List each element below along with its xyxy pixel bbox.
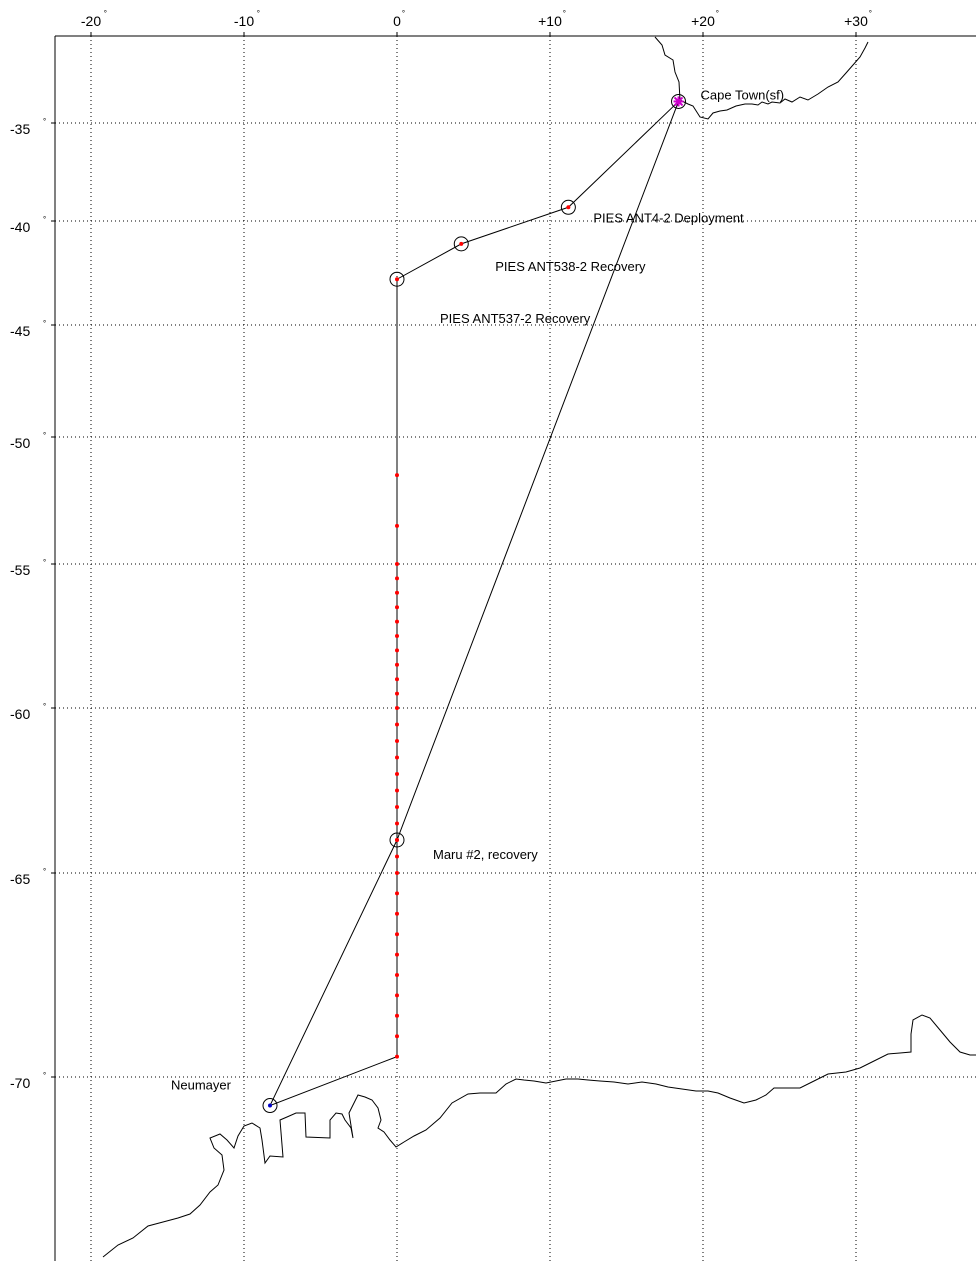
station-ring [453,236,469,252]
station-marker[interactable] [389,832,405,848]
degree-symbol: ° [716,9,719,18]
lon-tick-label: -20 [81,13,101,29]
axis-layer: -20 ° -10 ° 0 ° +10 ° +20 ° +30 °-35 °-40 °-45 °-50 °-5… [10,9,976,1261]
station-dot [566,205,571,210]
lat-tick-label: -60 [10,706,30,722]
lat-tick-label: -45 [10,323,30,339]
lat-tick-label: -50 [10,435,30,451]
station-label: PIES ANT538-2 Recovery [495,259,646,274]
ctd-station-dot [395,1013,399,1018]
degree-symbol: ° [43,117,46,126]
degree-symbol: ° [43,558,46,567]
station-ring [389,271,405,287]
lat-tick-label: -40 [10,219,30,235]
station-marker[interactable] [389,271,405,287]
lat-tick-label: -70 [10,1075,30,1091]
ctd-station-dot [395,891,399,896]
station-marker[interactable] [262,1098,278,1114]
ctd-station-dot [395,662,399,667]
degree-symbol: ° [43,319,46,328]
station-ring [389,832,405,848]
cruise-route [269,101,679,1107]
lat-tick-label: -55 [10,562,30,578]
ctd-station-dot [395,634,399,638]
degree-symbol: ° [43,431,46,440]
lon-tick-label: 0 [393,13,401,29]
ctd-station-dot [395,1054,399,1059]
degree-symbol: ° [43,215,46,224]
ctd-station-dot [395,755,399,760]
ctd-station-dot [395,993,399,998]
ctd-station-dot [395,854,399,859]
start-star-icon [673,96,684,107]
ctd-station-dot [395,821,399,826]
station-ring [262,1098,278,1114]
degree-symbol: ° [563,9,566,18]
lon-tick-label: -10 [234,13,254,29]
africa-coastline [654,36,869,120]
ctd-station-dot [395,871,399,875]
antarctica-coastline [102,1014,976,1258]
ctd-station-dot [395,576,399,581]
ctd-station-dot [395,605,399,610]
station-label: Cape Town(sf) [701,87,785,102]
station-label: PIES ANT4-2 Deployment [593,210,744,225]
ctd-station-dot [395,739,399,743]
coastline-layer [102,36,976,1258]
lon-tick-label: +20 [691,13,715,29]
station-label: Maru #2, recovery [433,847,538,862]
lat-tick-label: -35 [10,121,30,137]
ctd-station-dot [395,932,399,937]
lon-tick-label: +30 [844,13,868,29]
ctd-station-dot [395,772,399,776]
station-dot [395,277,399,282]
ctd-station-dot [395,973,399,977]
station-marker[interactable] [560,199,576,215]
route-layer [269,101,679,1107]
station-ring [560,199,576,215]
degree-symbol: ° [43,867,46,876]
station-marker[interactable] [453,236,469,252]
ctd-station-dot [395,691,399,696]
degree-symbol: ° [257,9,260,18]
station-dot [459,241,464,246]
station-marker[interactable] [671,93,687,109]
degree-symbol: ° [104,9,107,18]
ctd-station-dot [395,805,399,809]
lon-tick-label: +10 [538,13,562,29]
ctd-station-dot [395,911,399,916]
degree-symbol: ° [869,9,872,18]
degree-symbol: ° [402,9,405,18]
ctd-station-dot [395,788,399,793]
ctd-station-dot [395,619,399,624]
degree-symbol: ° [43,702,46,711]
ctd-station-dot [395,722,399,727]
ctd-station-dot [395,952,399,957]
ctd-station-dot [395,677,399,682]
ctd-station-dot [395,1034,399,1039]
grid-layer [55,36,976,1261]
stations-layer: Cape Town(sf) PIES ANT4-2 Deployment PIES … [171,87,785,1114]
ctd-station-dot [395,590,399,595]
station-dot [395,838,399,842]
ctd-station-dot [395,706,399,710]
ctd-stations-layer [395,473,399,1059]
lat-tick-label: -65 [10,871,30,887]
station-label: PIES ANT537-2 Recovery [440,311,591,326]
degree-symbol: ° [43,1071,46,1080]
station-label: Neumayer [171,1078,232,1093]
station-dot [268,1103,273,1108]
ctd-station-dot [395,473,399,478]
ctd-station-dot [395,562,399,566]
station-ring [671,93,687,109]
ctd-station-dot [395,648,399,653]
ctd-station-dot [395,523,399,528]
